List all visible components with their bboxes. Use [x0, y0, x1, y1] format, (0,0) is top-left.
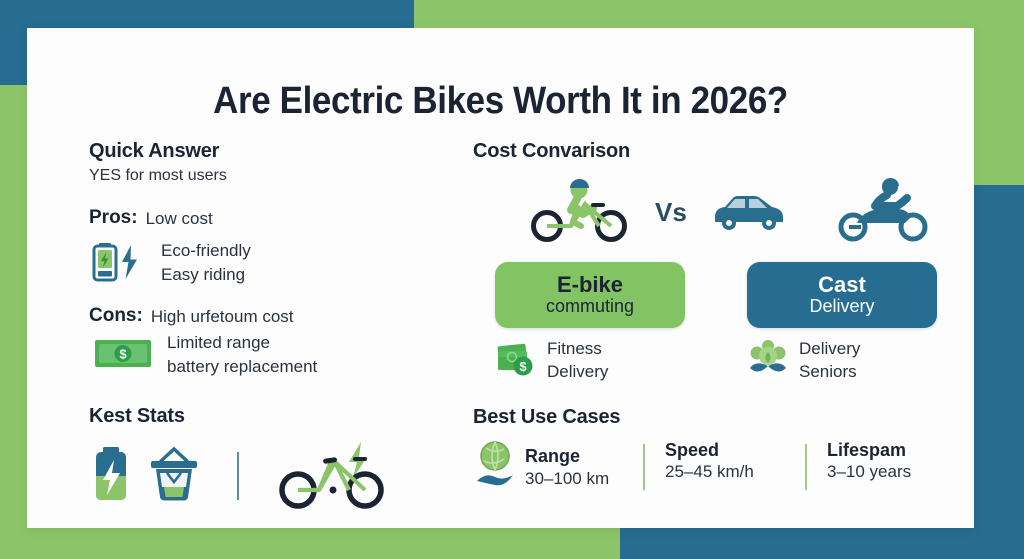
svg-text:$: $	[119, 346, 127, 361]
under-card-line-2: Delivery	[547, 361, 609, 381]
under-card-line-2: Seniors	[799, 361, 857, 381]
key-stats-heading: Kest Stats	[89, 404, 185, 427]
stats-divider-1	[643, 444, 645, 491]
bicycle-icon	[275, 438, 393, 515]
under-card-text: Delivery Seniors	[799, 338, 860, 384]
globe-hand-icon	[473, 439, 517, 496]
money-stack-icon: $	[495, 339, 537, 382]
stat-key: Speed	[665, 439, 720, 460]
stat-key: Lifespam	[827, 439, 907, 460]
under-card-line-1: Fitness	[547, 339, 602, 358]
pros-section: Pros: Low cost	[89, 207, 469, 232]
cons-item-2: battery replacement	[167, 357, 318, 377]
cons-item-1: Limited range	[167, 333, 271, 353]
best-use-section: Best Use Cases Range	[473, 406, 943, 496]
stat-range: Range 30–100 km	[473, 439, 623, 496]
banknote-icon: $	[93, 333, 155, 378]
motorcycle-icon	[835, 177, 931, 248]
quick-answer-sub: YES for most users	[89, 167, 227, 184]
card-subtitle: Delivery	[809, 296, 875, 317]
cons-icon-row: $ Limited range battery replacement	[89, 331, 469, 379]
quick-answer-section: Quick Answer YES for most users	[89, 140, 469, 185]
cons-items: Limited range battery replacement	[167, 331, 317, 379]
comparison-cards: E-bike commuting Cast Delivery	[473, 262, 943, 328]
stat-text: Range 30–100 km	[525, 445, 609, 490]
stat-lifespan: Lifespam 3–10 years	[827, 439, 911, 484]
key-stats-icon-row	[89, 438, 469, 515]
battery-icon	[89, 445, 133, 508]
car-icon	[709, 187, 787, 238]
card-subtitle: commuting	[545, 296, 635, 317]
pros-label: Pros:	[89, 207, 138, 228]
stat-key: Range	[525, 446, 581, 467]
cons-section: Cons: High urfetoum cost	[89, 305, 469, 330]
pros-items: Eco-friendly Easy riding	[161, 239, 251, 287]
right-column: Cost Convarison Vs	[473, 140, 943, 496]
stats-row: Range 30–100 km Speed 25–45 km/h	[473, 439, 943, 496]
cyclist-icon	[521, 178, 633, 247]
content-panel: Are Electric Bikes Worth It in 2026? Qui…	[27, 28, 974, 528]
shopping-basket-icon	[147, 445, 201, 508]
stat-value: 3–10 years	[827, 462, 912, 482]
stats-divider-2	[805, 444, 807, 491]
key-stats-divider	[237, 452, 239, 501]
stat-speed: Speed 25–45 km/h	[665, 439, 785, 484]
cons-first-item: High urfetoum cost	[150, 306, 294, 326]
best-use-heading: Best Use Cases	[473, 405, 621, 428]
cost-comparison-row: Vs	[473, 177, 943, 248]
cons-label: Cons:	[89, 304, 143, 326]
vs-label: Vs	[655, 197, 687, 227]
under-card-text: Fitness Delivery	[547, 338, 608, 384]
stat-value: 25–45 km/h	[665, 462, 754, 482]
quick-answer-heading: Quick Answer	[89, 140, 220, 162]
cost-comparison-heading: Cost Convarison	[473, 140, 631, 162]
pros-first-item: Low cost	[145, 209, 213, 228]
stat-text: Lifespam 3–10 years	[827, 439, 911, 484]
battery-bolt-icon	[89, 238, 149, 289]
under-card-line-1: Delivery	[799, 339, 861, 358]
under-card-left: $ Fitness Delivery	[495, 338, 685, 384]
card-title: E-bike	[556, 272, 624, 298]
under-card-right: Delivery Seniors	[747, 338, 937, 384]
pros-icon-row: Eco-friendly Easy riding	[89, 238, 469, 289]
key-stats-section: Kest Stats	[89, 405, 469, 515]
left-column: Quick Answer YES for most users Pros: Lo…	[89, 140, 469, 515]
plant-hands-icon	[747, 338, 789, 383]
comparison-card-ebike[interactable]: E-bike commuting	[495, 262, 685, 328]
stat-value: 30–100 km	[525, 468, 610, 488]
svg-text:$: $	[519, 359, 527, 374]
pros-item-2: Easy riding	[161, 265, 246, 285]
page-title: Are Electric Bikes Worth It in 2026?	[213, 80, 788, 122]
comparison-card-cast[interactable]: Cast Delivery	[747, 262, 937, 328]
pros-item-1: Eco-friendly	[161, 241, 251, 261]
stat-text: Speed 25–45 km/h	[665, 439, 754, 484]
under-cards-row: $ Fitness Delivery	[473, 338, 943, 384]
card-title: Cast	[818, 272, 866, 298]
